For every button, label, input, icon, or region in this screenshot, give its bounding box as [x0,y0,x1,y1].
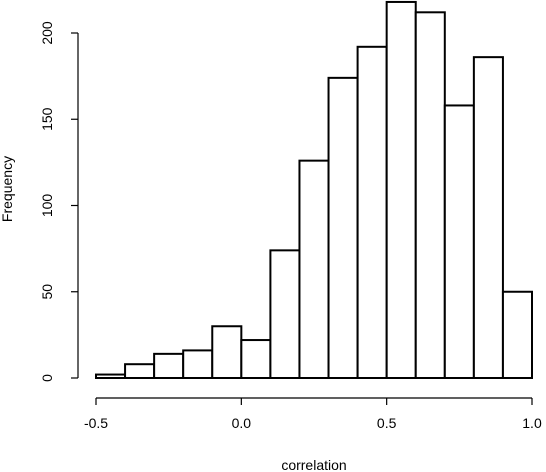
y-tick-label: 200 [39,21,55,45]
bars-group [95,0,533,380]
histogram-bar [472,56,504,380]
y-tick-label: 150 [39,107,55,131]
x-axis-label: correlation [281,457,346,472]
y-tick-label: 50 [39,284,55,300]
x-axis: -0.5 0.0 0.5 1.0 [84,397,542,431]
x-tick-label: 0.5 [377,415,397,431]
histogram-bar [414,11,446,380]
histogram-bar [327,76,359,379]
histogram-bar [95,373,127,379]
x-tick-label: -0.5 [84,415,108,431]
histogram-bar [182,349,214,379]
histogram-bar [501,290,533,379]
y-tick-label: 0 [39,374,55,382]
histogram-bar [443,104,475,379]
histogram-bar [356,45,388,380]
histogram-bar [385,0,417,379]
histogram-bar [240,339,272,379]
histogram-bar [153,352,185,380]
x-tick-label: 0.0 [232,415,252,431]
histogram-bar [298,159,330,379]
histogram-bar [124,363,156,380]
y-axis-label: Frequency [0,156,15,222]
y-tick-label: 100 [39,194,55,218]
x-tick-label: 1.0 [522,415,542,431]
y-axis: 0 50 100 150 200 [39,21,79,382]
histogram-bar [211,325,243,379]
histogram-bar [269,249,301,380]
